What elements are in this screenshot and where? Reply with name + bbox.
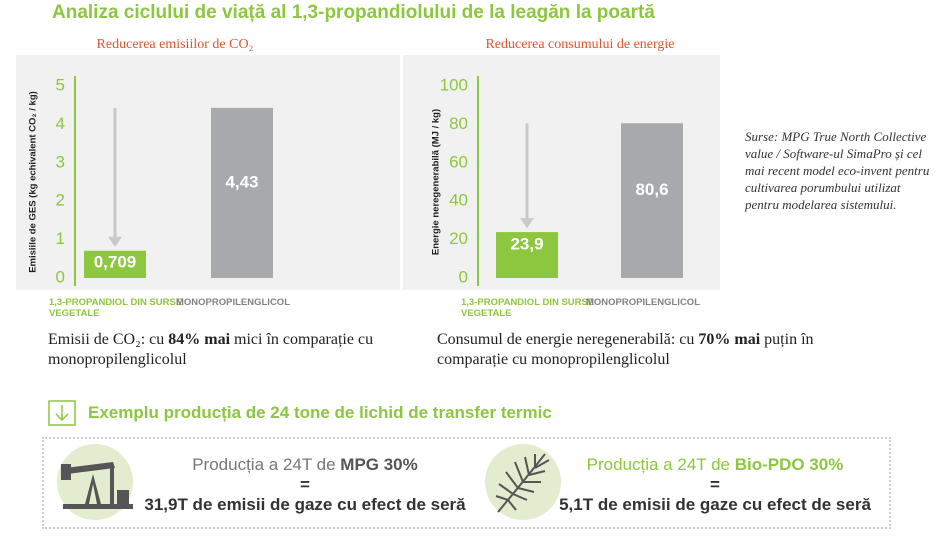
example-title: Exemplu producția de 24 tone de lichid d… (88, 403, 552, 422)
value-label: 4,43 (225, 172, 258, 191)
example-box (42, 437, 891, 529)
y-tick-label: 1 (56, 229, 65, 248)
value-label: 80,6 (635, 180, 668, 199)
chart: Emisiile de GES (kg echivalent CO₂ / kg)… (28, 75, 273, 286)
bar (496, 232, 558, 278)
y-tick-label: 0 (459, 267, 468, 286)
chart: Energie neregenerabilă (MJ / kg) 0 20 40 60 8… (431, 75, 683, 286)
y-tick-label: 4 (56, 114, 65, 133)
item-text: Producția a 24T de (586, 455, 735, 474)
y-tick-label: 100 (440, 75, 468, 94)
category-label: 1,3-PROPANDIOL DIN SURSE VEGETALE (49, 297, 183, 319)
example-item: Producția a 24T de MPG 30% = 31,9T de emis… (140, 455, 470, 515)
example-item: Producția a 24T de Bio-PDO 30% = 5,1T de e… (555, 455, 875, 515)
y-tick-label: 80 (449, 114, 468, 133)
caption: Emisii de CO₂: cu 84% mai mici în compar… (48, 330, 428, 370)
item-equals: = (710, 475, 720, 494)
y-axis-label: Energie neregenerabilă (MJ / kg) (431, 109, 442, 255)
item-text: Producția a 24T de (192, 455, 341, 474)
y-axis-label: Emisiile de GES (kg echivalent CO₂ / kg) (28, 91, 39, 273)
chart-panel: Energie neregenerabilă (MJ / kg) 0 20 40 60 8… (403, 55, 720, 319)
y-tick-label: 2 (56, 191, 65, 210)
caption: Consumul de energie neregenerabilă: cu 7… (437, 330, 817, 370)
item-bold: Bio-PDO 30% (734, 455, 844, 474)
item-result: 5,1T de emisii de gaze cu efect de seră (559, 495, 871, 514)
chart-panel: Emisiile de GES (kg echivalent CO₂ / kg)… (16, 55, 400, 319)
caption-text: puțin în comparație cu monopropilenglico… (437, 331, 814, 368)
chart-title: Reducerea consumului de energie (485, 37, 675, 52)
caption-text: mici în comparație cu monopropilenglicol… (48, 331, 374, 368)
value-label: 23,9 (510, 235, 543, 254)
y-tick-label: 20 (449, 229, 468, 248)
y-tick-label: 60 (449, 152, 468, 171)
arrow-icon (48, 400, 76, 426)
leaf-icon (485, 444, 561, 520)
category-label: MONOPROPILENGLICOL (176, 297, 290, 308)
chart-title: Reducerea emisiilor de CO₂ (96, 37, 254, 52)
page-title: Analiza ciclului de viață al 1,3-propand… (52, 2, 655, 23)
category-label: MONOPROPILENGLICOL (586, 297, 700, 308)
item-equals: = (300, 475, 310, 494)
item-result: 31,9T de emisii de gaze cu efect de seră (144, 495, 466, 514)
y-tick-label: 0 (56, 267, 65, 286)
caption-text: Consumul de energie neregenerabilă: cu (437, 331, 699, 348)
category-label: 1,3-PROPANDIOL DIN SURSE VEGETALE (461, 297, 595, 319)
caption-bold: 84% mai (168, 331, 231, 348)
caption-text: Emisii de CO₂: cu (48, 331, 169, 348)
sources: Surse: MPG True North Collective value /… (745, 129, 930, 212)
bar (84, 250, 146, 278)
value-label: 0,709 (94, 252, 137, 271)
y-tick-label: 40 (449, 191, 468, 210)
bar (211, 107, 273, 278)
y-tick-label: 3 (56, 152, 65, 171)
reduction-arrowhead (108, 236, 122, 247)
y-tick-label: 5 (56, 75, 65, 94)
reduction-arrowhead (520, 218, 534, 229)
pump-icon (57, 444, 133, 520)
item-bold: MPG 30% (340, 455, 418, 474)
caption-bold: 70% mai (698, 331, 761, 348)
bar (621, 123, 683, 278)
